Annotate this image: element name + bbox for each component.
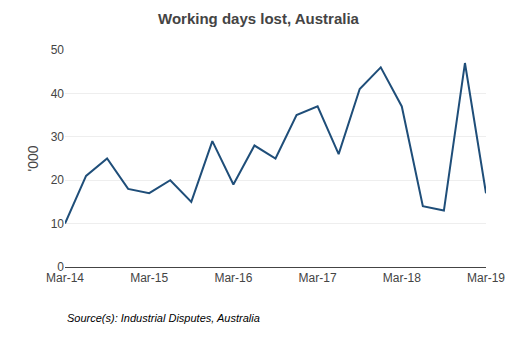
svg-text:Mar-17: Mar-17 <box>299 271 337 285</box>
svg-text:Source(s): Industrial Disputes: Source(s): Industrial Disputes, Australi… <box>67 312 260 324</box>
svg-text:Mar-18: Mar-18 <box>383 271 421 285</box>
svg-text:40: 40 <box>51 87 65 101</box>
svg-text:Mar-16: Mar-16 <box>214 271 252 285</box>
svg-text:Mar-15: Mar-15 <box>130 271 168 285</box>
svg-text:10: 10 <box>51 217 65 231</box>
svg-text:0: 0 <box>57 260 64 274</box>
svg-text:Mar-19: Mar-19 <box>467 271 505 285</box>
svg-text:20: 20 <box>51 173 65 187</box>
svg-text:Working days lost, Australia: Working days lost, Australia <box>158 10 360 27</box>
svg-text:'000: '000 <box>25 145 41 171</box>
svg-text:30: 30 <box>51 130 65 144</box>
svg-text:Mar-14: Mar-14 <box>46 271 84 285</box>
svg-text:50: 50 <box>51 43 65 57</box>
